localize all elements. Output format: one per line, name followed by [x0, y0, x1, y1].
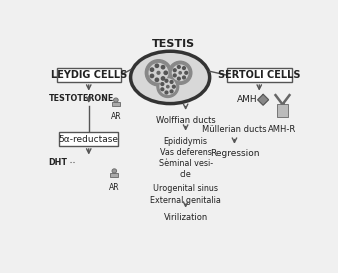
Circle shape [172, 65, 188, 81]
Text: Virilization: Virilization [164, 213, 208, 222]
Circle shape [164, 71, 167, 75]
Text: TESTOTERONE: TESTOTERONE [48, 94, 114, 103]
Polygon shape [258, 94, 269, 105]
Ellipse shape [130, 51, 210, 103]
Circle shape [160, 79, 175, 94]
Text: Wolffian ducts: Wolffian ducts [156, 116, 216, 125]
Text: AR: AR [109, 183, 120, 192]
FancyBboxPatch shape [59, 132, 118, 146]
Text: 5α-reductase: 5α-reductase [59, 135, 119, 144]
Circle shape [170, 90, 173, 93]
Circle shape [161, 66, 165, 69]
Text: LEYDIG CELLS: LEYDIG CELLS [51, 70, 127, 80]
Circle shape [173, 69, 176, 72]
Circle shape [173, 74, 176, 77]
Text: Urogenital sinus
External genitalia: Urogenital sinus External genitalia [150, 185, 221, 204]
Ellipse shape [112, 169, 117, 173]
Circle shape [155, 78, 159, 81]
Ellipse shape [114, 98, 118, 102]
Circle shape [183, 67, 185, 70]
Circle shape [161, 77, 165, 80]
Circle shape [157, 72, 160, 74]
Text: AMH-R: AMH-R [268, 125, 297, 134]
Text: TESTIS: TESTIS [152, 39, 195, 49]
FancyBboxPatch shape [277, 104, 288, 117]
Circle shape [157, 76, 179, 97]
Circle shape [150, 68, 154, 71]
Text: Epididymis
Vas deferens
Seminal vesi-
cle: Epididymis Vas deferens Seminal vesi- cl… [159, 137, 213, 179]
Circle shape [155, 64, 159, 67]
FancyBboxPatch shape [111, 173, 118, 177]
Circle shape [161, 83, 164, 85]
Circle shape [149, 64, 168, 82]
Circle shape [170, 81, 173, 83]
Text: AMH: AMH [237, 95, 257, 104]
Circle shape [179, 72, 182, 74]
Circle shape [165, 79, 168, 82]
Text: Müllerian ducts: Müllerian ducts [202, 125, 267, 134]
Text: DHT: DHT [48, 158, 68, 167]
Circle shape [177, 77, 180, 80]
Circle shape [169, 61, 192, 84]
Text: AR: AR [111, 112, 121, 121]
FancyBboxPatch shape [57, 68, 121, 82]
Text: Regression: Regression [210, 149, 259, 158]
FancyBboxPatch shape [227, 68, 292, 82]
Circle shape [177, 66, 180, 68]
Circle shape [185, 72, 188, 74]
Circle shape [165, 91, 168, 94]
Circle shape [161, 88, 164, 91]
Circle shape [167, 85, 169, 88]
Circle shape [150, 74, 154, 78]
FancyBboxPatch shape [112, 102, 120, 106]
Circle shape [183, 76, 185, 79]
Text: SERTOLI CELLS: SERTOLI CELLS [218, 70, 300, 80]
Circle shape [172, 85, 175, 88]
Circle shape [145, 60, 172, 86]
